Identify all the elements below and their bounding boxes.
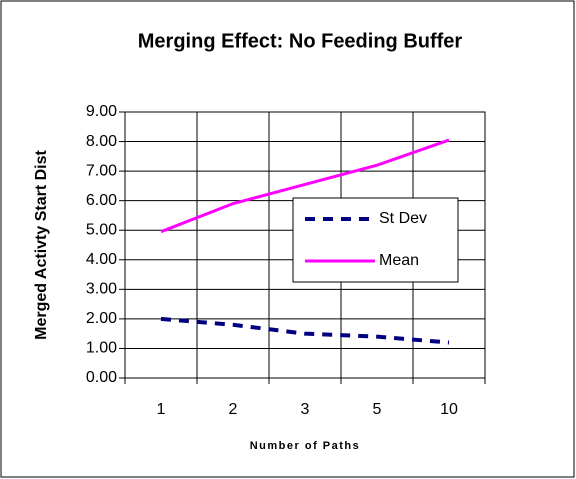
y-tick-label: 4.00 (86, 251, 117, 268)
x-axis-label: Number of Paths (250, 440, 361, 452)
legend-label: St Dev (379, 210, 427, 227)
y-axis-label: Merged Activty Start Dist (33, 149, 50, 339)
y-tick-label: 8.00 (86, 133, 117, 150)
y-tick-label: 9.00 (86, 103, 117, 120)
x-tick-label: 1 (157, 401, 166, 418)
y-tick-label: 2.00 (86, 310, 117, 327)
y-tick-label: 6.00 (86, 192, 117, 209)
x-tick-label: 5 (373, 401, 382, 418)
y-tick-label: 0.00 (86, 369, 117, 386)
y-tick-label: 5.00 (86, 221, 117, 238)
legend-box (292, 197, 459, 283)
x-tick-label: 2 (229, 401, 238, 418)
legend-label: Mean (379, 252, 419, 269)
y-tick-label: 1.00 (86, 340, 117, 357)
chart-title: Merging Effect: No Feeding Buffer (138, 30, 463, 52)
series-line (160, 316, 450, 345)
x-tick-label: 3 (301, 401, 310, 418)
x-tick-label: 10 (440, 401, 458, 418)
y-tick-label: 7.00 (86, 162, 117, 179)
y-tick-label: 3.00 (86, 281, 117, 298)
series-line (160, 138, 450, 234)
